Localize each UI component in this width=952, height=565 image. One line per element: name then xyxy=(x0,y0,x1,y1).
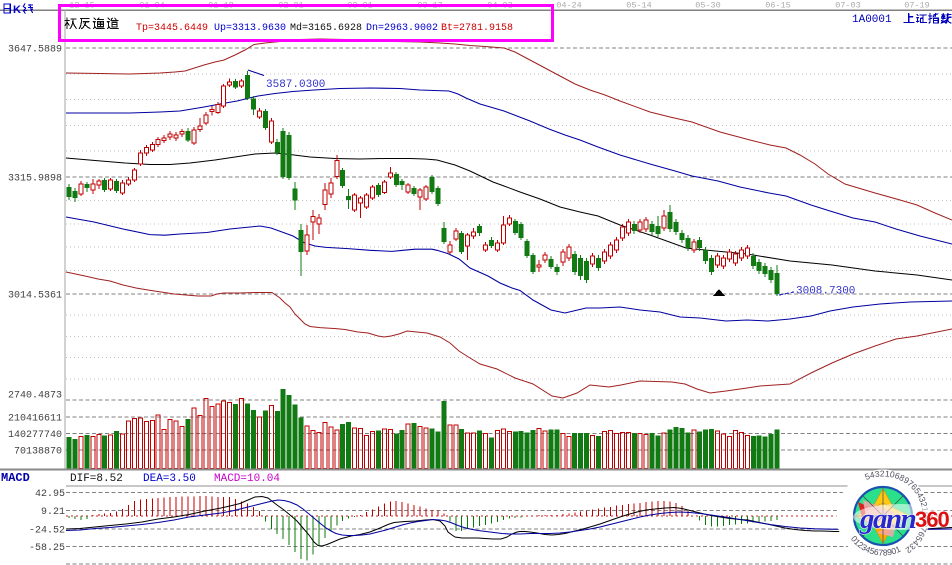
svg-text:Dn=2963.9002: Dn=2963.9002 xyxy=(366,23,438,34)
svg-text:Up=3313.9630: Up=3313.9630 xyxy=(214,23,286,34)
svg-text:1A0001: 1A0001 xyxy=(852,14,892,26)
svg-text:DEA=3.50: DEA=3.50 xyxy=(143,473,196,485)
svg-text:70138870: 70138870 xyxy=(14,447,62,458)
svg-text:Bt=2781.9158: Bt=2781.9158 xyxy=(441,23,513,34)
svg-text:Md=3165.6928: Md=3165.6928 xyxy=(290,22,362,34)
svg-text:2740.4873: 2740.4873 xyxy=(8,391,62,402)
svg-text:210416611: 210416611 xyxy=(8,414,62,425)
svg-text:07-03: 07-03 xyxy=(835,1,861,11)
svg-text:140277740: 140277740 xyxy=(8,430,62,441)
svg-text:MACD=10.04: MACD=10.04 xyxy=(214,473,280,485)
svg-text:3647.5889: 3647.5889 xyxy=(8,45,62,56)
svg-text:K: K xyxy=(13,4,21,16)
svg-text:-58.25: -58.25 xyxy=(29,543,65,554)
svg-text:07-19: 07-19 xyxy=(904,1,930,11)
svg-text:3008.7300: 3008.7300 xyxy=(796,286,855,298)
svg-text:DIF=8.52: DIF=8.52 xyxy=(70,473,123,485)
svg-text:42.95: 42.95 xyxy=(35,489,65,500)
svg-text:06-15: 06-15 xyxy=(765,1,791,11)
svg-text:MACD: MACD xyxy=(1,471,30,485)
svg-text:Tp=3445.6449: Tp=3445.6449 xyxy=(136,23,208,34)
svg-text:3587.0300: 3587.0300 xyxy=(266,79,325,91)
svg-text:-24.52: -24.52 xyxy=(29,525,65,536)
svg-text:360: 360 xyxy=(915,507,949,532)
svg-text:3014.5361: 3014.5361 xyxy=(8,291,62,302)
svg-text:05-14: 05-14 xyxy=(626,1,652,11)
svg-text:05-30: 05-30 xyxy=(695,1,721,11)
svg-text:04-24: 04-24 xyxy=(556,1,582,11)
svg-text:3315.9898: 3315.9898 xyxy=(8,174,62,185)
svg-text:gann: gann xyxy=(859,503,916,535)
svg-text:9.21: 9.21 xyxy=(41,507,65,518)
